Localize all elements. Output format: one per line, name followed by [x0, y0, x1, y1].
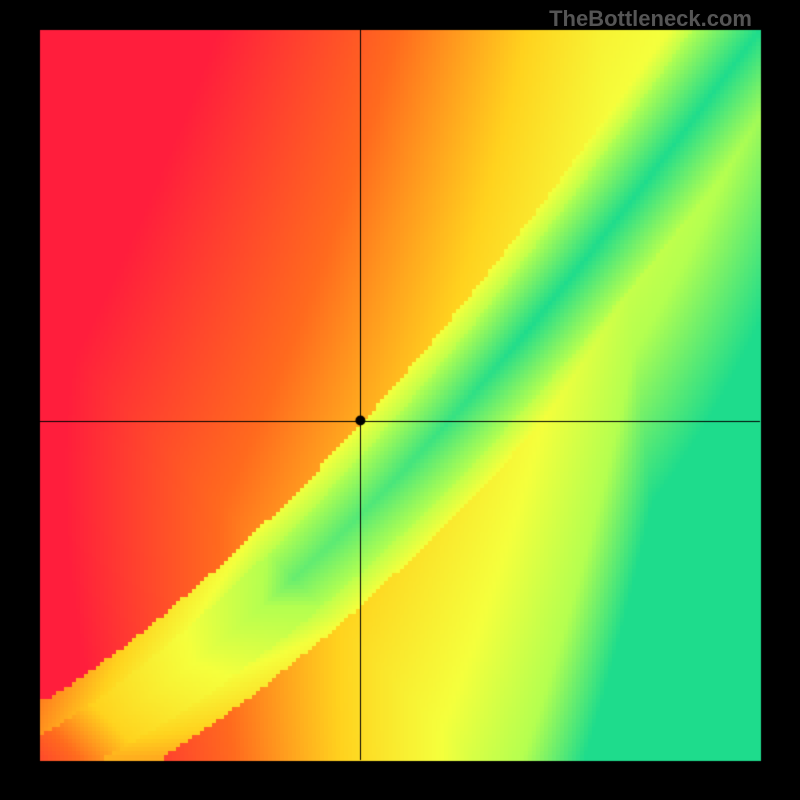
- watermark-text: TheBottleneck.com: [549, 6, 752, 32]
- heatmap-canvas: [0, 0, 800, 800]
- chart-container: TheBottleneck.com: [0, 0, 800, 800]
